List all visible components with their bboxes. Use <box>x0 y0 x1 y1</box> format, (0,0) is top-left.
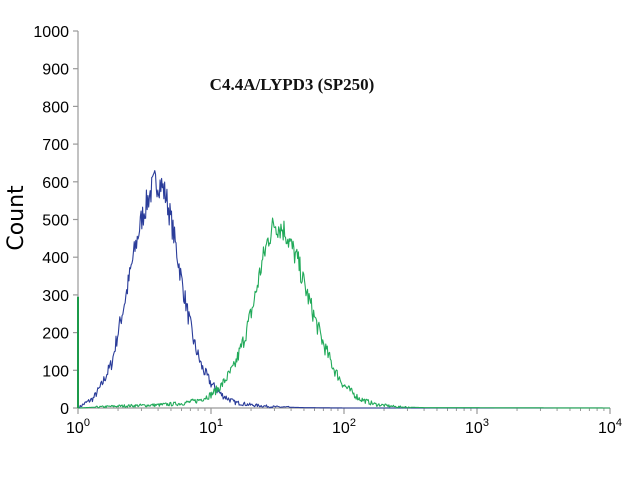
x-tick-label: 103 <box>465 417 489 437</box>
x-tick-base: 10 <box>66 420 84 437</box>
y-tick-label: 600 <box>42 175 69 192</box>
y-tick-label: 900 <box>42 62 69 79</box>
y-tick-label: 700 <box>42 137 69 154</box>
y-tick-label: 200 <box>42 326 69 343</box>
x-tick-exponent: 4 <box>616 417 622 429</box>
series-0-line <box>77 170 610 409</box>
x-tick-label: 100 <box>66 417 90 437</box>
x-tick-base: 10 <box>598 420 616 437</box>
x-tick-base: 10 <box>199 420 217 437</box>
y-ticks: 0 100 200 300 400 500 600 700 800 900 1000 <box>33 24 78 418</box>
y-tick-label: 100 <box>42 363 69 380</box>
y-tick-label: 400 <box>42 250 69 267</box>
y-tick-label: 500 <box>42 213 69 230</box>
x-tick-base: 10 <box>465 420 483 437</box>
chart-title: C4.4A/LYPD3 (SP250) <box>210 75 375 94</box>
x-ticks: 100 101 102 103 104 <box>66 408 622 437</box>
y-tick-label: 0 <box>60 401 69 418</box>
y-tick-label: 300 <box>42 288 69 305</box>
x-tick-exponent: 0 <box>84 417 90 429</box>
series-1-line <box>77 217 610 409</box>
x-tick-label: 104 <box>598 417 622 437</box>
x-tick-exponent: 2 <box>350 417 356 429</box>
series-layer <box>77 170 610 409</box>
x-tick-label: 101 <box>199 417 223 437</box>
x-tick-base: 10 <box>332 420 350 437</box>
x-tick-exponent: 1 <box>217 417 223 429</box>
x-tick-label: 102 <box>332 417 356 437</box>
y-tick-label: 1000 <box>33 24 69 41</box>
y-tick-label: 800 <box>42 99 69 116</box>
x-tick-exponent: 3 <box>483 417 489 429</box>
y-axis-title: Count <box>4 185 29 251</box>
